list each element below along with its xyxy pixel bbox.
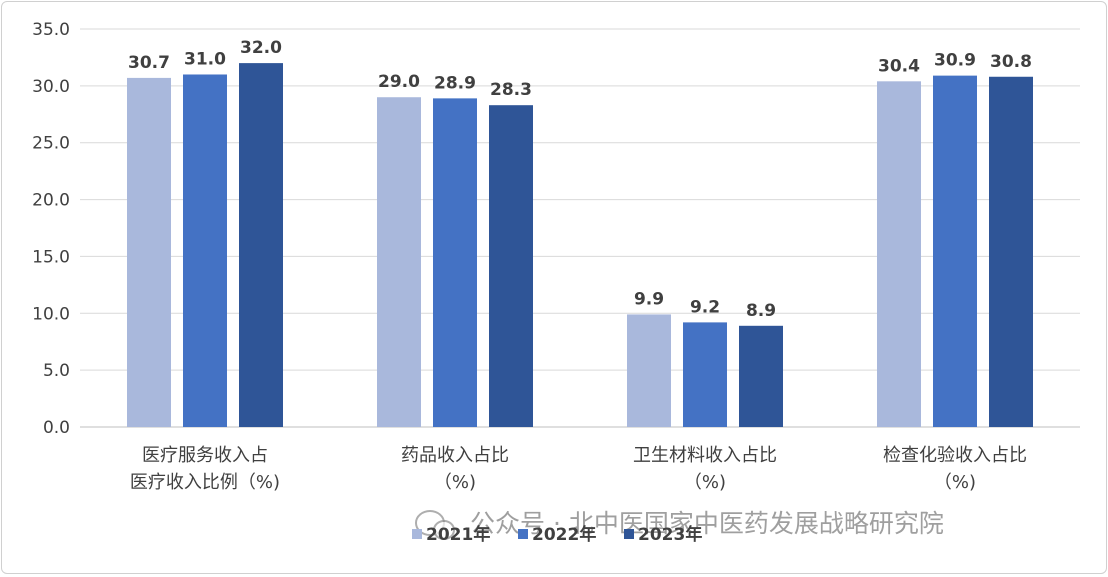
- data-label: 29.0: [378, 72, 420, 92]
- y-tick-label: 15.0: [32, 247, 70, 267]
- legend-label: 2021年: [426, 524, 490, 545]
- y-tick-label: 25.0: [32, 134, 70, 154]
- x-category-label: （%): [934, 472, 976, 493]
- legend-label: 2023年: [638, 524, 702, 545]
- x-category-label: 检查化验收入占比: [883, 445, 1027, 466]
- bar: [489, 105, 533, 427]
- y-tick-label: 0.0: [43, 418, 70, 438]
- y-tick-label: 30.0: [32, 77, 70, 97]
- data-label: 8.9: [746, 301, 776, 321]
- bar: [683, 322, 727, 427]
- x-category-label: 卫生材料收入占比: [633, 445, 777, 466]
- data-label: 28.9: [434, 73, 476, 93]
- bar: [877, 81, 921, 428]
- data-label: 30.9: [934, 51, 976, 71]
- bar: [627, 314, 671, 427]
- data-label: 9.9: [634, 289, 664, 309]
- legend-swatch: [624, 529, 634, 539]
- bar: [183, 74, 227, 427]
- bar: [377, 97, 421, 427]
- data-label: 30.8: [990, 52, 1032, 72]
- data-label: 30.4: [878, 56, 920, 76]
- bar: [433, 98, 477, 427]
- bar: [239, 63, 283, 427]
- data-label: 30.7: [128, 53, 170, 73]
- y-tick-label: 20.0: [32, 191, 70, 211]
- watermark-text: 公众号 · 北中医国家中医药发展战略研究院: [470, 509, 944, 538]
- y-tick-label: 10.0: [32, 304, 70, 324]
- x-category-label: （%): [434, 472, 476, 493]
- legend-swatch: [412, 529, 422, 539]
- bar: [933, 75, 977, 427]
- legend-label: 2022年: [532, 524, 596, 545]
- bar: [989, 76, 1033, 427]
- data-label: 9.2: [690, 297, 720, 317]
- data-label: 28.3: [490, 80, 532, 100]
- y-tick-label: 5.0: [43, 361, 70, 381]
- wechat-icon-bubble: [433, 520, 455, 540]
- x-category-label: 药品收入占比: [401, 445, 509, 466]
- data-label: 32.0: [240, 38, 282, 58]
- y-tick-label: 35.0: [32, 20, 70, 40]
- legend-swatch: [518, 529, 528, 539]
- bar: [127, 77, 171, 427]
- bar: [739, 325, 783, 427]
- x-category-label: （%): [684, 472, 726, 493]
- data-label: 31.0: [184, 49, 226, 69]
- x-category-label: 医疗服务收入占: [142, 445, 268, 466]
- x-category-label: 医疗收入比例（%): [130, 472, 280, 493]
